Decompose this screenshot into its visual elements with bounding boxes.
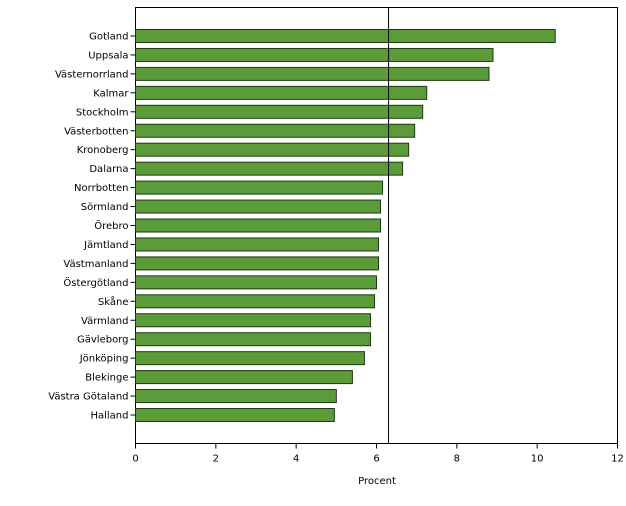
- bar: [135, 370, 353, 385]
- bar: [135, 199, 382, 214]
- category-label: Jämtland: [83, 240, 128, 251]
- bar: [135, 351, 365, 366]
- bar: [135, 256, 380, 271]
- bar: [135, 85, 428, 100]
- bar: [135, 237, 380, 252]
- category-label: Värmland: [81, 316, 128, 327]
- category-label: Västra Götaland: [48, 392, 128, 403]
- bar: [135, 66, 490, 81]
- x-tick-label: 0: [132, 454, 138, 465]
- x-axis-ticks: 0 2 4 6 8 10 12: [132, 443, 624, 465]
- bar: [135, 104, 424, 119]
- bar: [135, 123, 416, 138]
- bar: [135, 142, 410, 157]
- bar: [135, 218, 382, 233]
- x-tick-label: 8: [454, 454, 460, 465]
- bar: [135, 47, 494, 62]
- category-label: Västmanland: [63, 259, 128, 270]
- bar: [135, 313, 371, 328]
- category-label: Kronoberg: [77, 145, 129, 156]
- bar: [135, 408, 335, 422]
- category-label: Gävleborg: [77, 335, 128, 346]
- category-label: Sörmland: [81, 202, 129, 213]
- category-label: Blekinge: [85, 373, 128, 384]
- bar: [135, 161, 404, 176]
- bar: [135, 294, 375, 309]
- x-tick-label: 12: [611, 454, 624, 465]
- bar: [135, 389, 337, 404]
- bar: [135, 332, 371, 347]
- bar: [135, 180, 384, 195]
- category-label: Skåne: [98, 295, 129, 308]
- category-label: Halland: [90, 411, 128, 422]
- x-tick-label: 10: [531, 454, 544, 465]
- category-label: Dalarna: [89, 164, 128, 175]
- category-label: Östergötland: [63, 276, 128, 289]
- category-label: Västernorrland: [55, 69, 129, 80]
- category-label: Kalmar: [93, 88, 129, 99]
- bar: [135, 29, 556, 43]
- bar: [135, 275, 377, 290]
- x-tick-label: 6: [373, 454, 379, 465]
- category-label: Stockholm: [76, 107, 129, 118]
- x-tick-label: 2: [213, 454, 219, 465]
- x-tick-label: 4: [293, 454, 299, 465]
- bars-layer: [135, 29, 556, 422]
- category-label: Västerbotten: [64, 126, 128, 137]
- category-label: Norrbotten: [74, 183, 128, 194]
- category-label: Gotland: [89, 32, 128, 43]
- category-labels: Gotland Uppsala Västernorrland Kalmar Stockh…: [48, 32, 136, 422]
- category-label: Uppsala: [88, 50, 128, 61]
- x-axis-title: Procent: [358, 476, 396, 487]
- category-label: Örebro: [94, 219, 128, 232]
- category-label: Jönköping: [79, 354, 129, 365]
